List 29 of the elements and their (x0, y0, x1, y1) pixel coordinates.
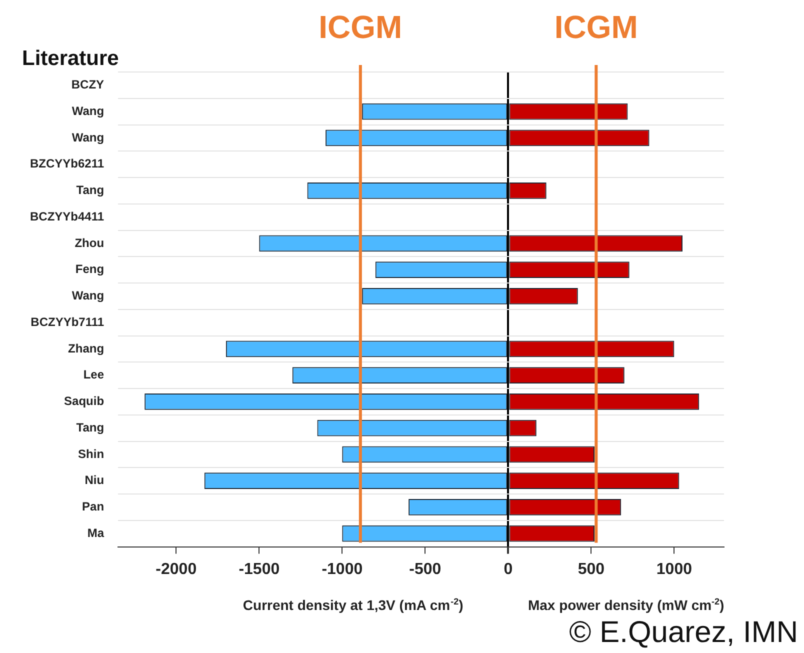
x-tick-label: -500 (409, 560, 442, 578)
y-tick-label: Wang (72, 288, 104, 303)
y-tick-label: BZCYYb6211 (30, 156, 104, 171)
x-tick-label: -1500 (238, 560, 280, 578)
x-tick-label: 1000 (656, 560, 692, 578)
y-tick-label: Ma (87, 526, 104, 540)
x-tick-label: 500 (578, 560, 605, 578)
y-tick-label: Wang (72, 104, 104, 118)
x-tick-label: -2000 (156, 560, 197, 578)
ref-line-label: ICGM (554, 9, 638, 45)
y-tick-label: Zhang (68, 341, 104, 356)
y-tick-label: Lee (83, 368, 104, 382)
y-tick-label: Niu (84, 473, 104, 488)
y-tick-label: Tang (76, 420, 104, 434)
ref-line-label: ICGM (318, 9, 402, 45)
y-tick-label: BCZY (71, 78, 104, 92)
y-tick-label: Pan (82, 500, 104, 514)
y-tick-label: BCZYYb4411 (30, 209, 104, 224)
y-tick-label: Feng (75, 262, 104, 276)
x-tick-label: -1000 (322, 560, 363, 578)
y-tick-label: Shin (78, 446, 104, 461)
x-tick-label: 0 (504, 560, 513, 578)
y-tick-label: BCZYYb7111 (30, 314, 104, 329)
y-tick-label: Zhou (74, 236, 104, 250)
chart-title: Literature (22, 47, 119, 70)
y-tick-label: Saquib (64, 394, 104, 408)
y-tick-label: Wang (72, 130, 104, 144)
text: © E.Quarez, IMN (569, 616, 798, 649)
y-tick-label: Tang (76, 183, 104, 198)
